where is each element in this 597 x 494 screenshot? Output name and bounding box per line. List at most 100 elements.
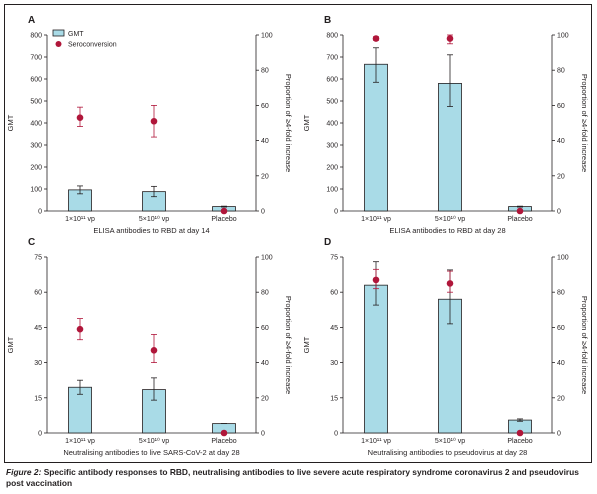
y-tick-label-right: 20: [557, 395, 565, 402]
y-axis-label-right: Proportion of ≥4-fold increase: [284, 296, 293, 394]
y-tick-label-right: 80: [557, 290, 565, 297]
y-tick-label-left: 600: [30, 77, 42, 84]
y-tick-label-left: 60: [330, 290, 338, 297]
y-tick-label-right: 0: [261, 431, 265, 438]
y-axis-label-right: Proportion of ≥4-fold increase: [284, 74, 293, 172]
y-axis-label-left: GMT: [302, 336, 311, 353]
y-tick-label-right: 40: [557, 360, 565, 367]
x-tick-label: 1×10¹¹ vp: [361, 438, 391, 445]
figure-panels: A0100200300400500600700800020406080100GM…: [6, 15, 589, 457]
y-tick-label-right: 60: [557, 103, 565, 110]
x-tick-label: 5×10¹⁰ vp: [435, 215, 465, 223]
y-tick-label-right: 60: [261, 103, 269, 110]
y-tick-label-left: 200: [326, 165, 338, 172]
y-tick-label-left: 45: [330, 325, 338, 332]
figure-caption: Figure 2: Specific antibody responses to…: [6, 467, 591, 488]
y-tick-label-right: 80: [261, 68, 269, 75]
x-tick-label: 1×10¹¹ vp: [65, 216, 95, 223]
figure-frame: [4, 4, 592, 463]
y-tick-label-left: 100: [30, 187, 42, 194]
y-tick-label-right: 0: [557, 431, 561, 438]
y-tick-label-right: 80: [557, 68, 565, 75]
y-tick-label-right: 40: [261, 360, 269, 367]
y-axis-label-right: Proportion of ≥4-fold increase: [580, 74, 589, 172]
y-tick-label-right: 80: [261, 290, 269, 297]
x-axis-label: Neutralising antibodies to live SARS-CoV…: [63, 448, 239, 457]
panel-letter: A: [28, 15, 35, 26]
y-tick-label-left: 75: [34, 255, 42, 262]
y-tick-label-left: 300: [30, 143, 42, 150]
y-tick-label-left: 30: [330, 360, 338, 367]
point: [446, 35, 454, 42]
y-tick-label-right: 100: [557, 33, 569, 40]
y-tick-label-left: 800: [326, 33, 338, 40]
x-tick-label: 1×10¹¹ vp: [361, 216, 391, 223]
x-axis-label: ELISA antibodies to RBD at day 14: [93, 226, 209, 235]
bar: [364, 284, 388, 434]
point: [220, 207, 228, 215]
legend-dot-swatch: [55, 41, 62, 47]
y-tick-label-right: 20: [261, 173, 269, 180]
y-tick-label-left: 0: [38, 209, 42, 216]
bar: [364, 63, 388, 212]
y-tick-label-right: 0: [261, 209, 265, 216]
panel-d: D 0 15 30 45 60 75 0 20 40 60 80 100 GMT Proportion of…: [302, 237, 589, 457]
y-tick-label-right: 40: [557, 138, 565, 145]
x-tick-label: Placebo: [211, 216, 236, 223]
y-tick-label-left: 700: [326, 55, 338, 62]
y-tick-label-left: 200: [30, 165, 42, 172]
y-axis-label-left: GMT: [6, 336, 15, 353]
legend-bar-label: GMT: [68, 31, 84, 38]
y-tick-label-right: 60: [261, 325, 269, 332]
y-tick-label-right: 20: [261, 395, 269, 402]
y-tick-label-left: 15: [34, 395, 42, 402]
y-tick-label-left: 75: [330, 255, 338, 262]
y-tick-label-left: 500: [326, 99, 338, 106]
panel-c: C 0 15 30 45 60 75 0 20 40 60 80 100 GMT Proportion of…: [6, 237, 293, 457]
y-tick-label-left: 400: [326, 121, 338, 128]
panel-letter: B: [324, 15, 331, 26]
x-tick-label: 5×10¹⁰ vp: [139, 437, 169, 445]
y-tick-label-left: 600: [326, 77, 338, 84]
point: [150, 117, 158, 125]
y-axis-label-left: GMT: [302, 114, 311, 131]
legend-dot-label: Seroconversion: [68, 42, 117, 49]
legend-bar-swatch: [52, 29, 65, 37]
y-tick-label-right: 20: [557, 173, 565, 180]
point: [76, 114, 84, 122]
x-tick-label: Placebo: [507, 216, 532, 223]
panel-a: A 0 100 200 300 400 500 600 700 800 0 20 40 60 80 100 GM…: [6, 15, 293, 235]
y-tick-label-right: 100: [261, 255, 273, 262]
figure-caption-text: Specific antibody responses to RBD, neut…: [6, 467, 579, 488]
x-axis-label: ELISA antibodies to RBD at day 28: [389, 226, 505, 235]
y-tick-label-left: 0: [334, 209, 338, 216]
y-tick-label-left: 300: [326, 143, 338, 150]
point: [150, 346, 158, 354]
point: [76, 325, 84, 333]
y-tick-label-left: 700: [30, 55, 42, 62]
y-tick-label-left: 800: [30, 33, 42, 40]
panel-letter: D: [324, 237, 331, 248]
x-tick-label: Placebo: [507, 438, 532, 445]
panel-b: B 0 100 200 300 400 500 600 700 800 0 20 40 60 80 100 GM…: [302, 15, 589, 235]
y-tick-label-right: 100: [261, 33, 273, 40]
x-tick-label: Placebo: [211, 438, 236, 445]
y-tick-label-left: 45: [34, 325, 42, 332]
y-tick-label-left: 30: [34, 360, 42, 367]
y-axis-label-left: GMT: [6, 114, 15, 131]
y-tick-label-left: 400: [30, 121, 42, 128]
y-tick-label-left: 100: [326, 187, 338, 194]
x-tick-label: 5×10¹⁰ vp: [435, 437, 465, 445]
x-tick-label: 1×10¹¹ vp: [65, 438, 95, 445]
y-tick-label-left: 15: [330, 395, 338, 402]
x-axis-label: Neutralising antibodies to pseudovirus a…: [368, 448, 528, 457]
point: [372, 35, 380, 42]
y-tick-label-left: 500: [30, 99, 42, 106]
point: [220, 429, 228, 437]
figure-caption-label: Figure 2:: [6, 467, 42, 477]
y-tick-label-left: 0: [334, 431, 338, 438]
point: [516, 429, 524, 437]
point: [516, 207, 524, 215]
y-tick-label-right: 100: [557, 255, 569, 262]
y-tick-label-right: 40: [261, 138, 269, 145]
